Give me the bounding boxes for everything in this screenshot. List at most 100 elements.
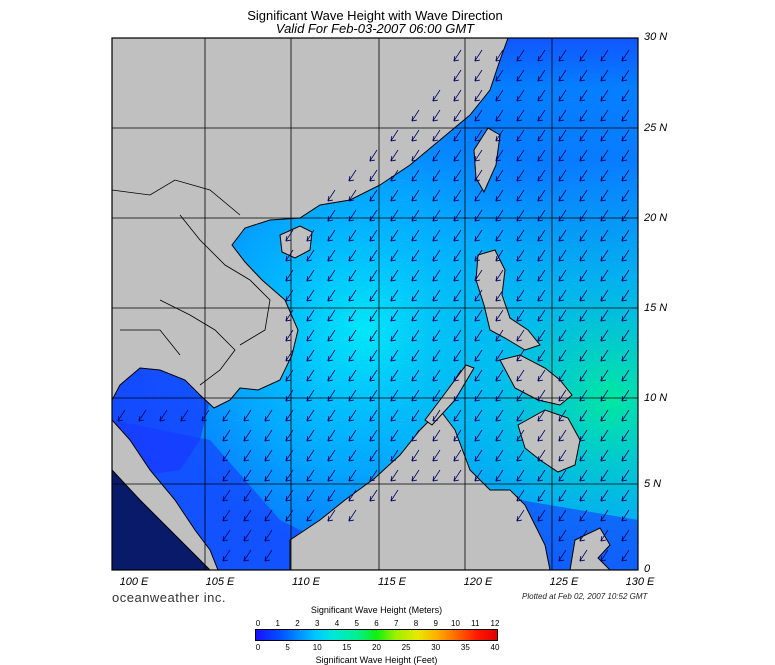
- wave-arrow: [264, 509, 273, 522]
- wave-arrow: [474, 149, 483, 162]
- wave-arrow: [348, 309, 357, 322]
- wave-arrow: [621, 449, 630, 462]
- wave-arrow: [537, 449, 546, 462]
- wave-arrow: [495, 89, 504, 102]
- wave-arrow: [369, 169, 378, 182]
- wave-arrow: [600, 289, 609, 302]
- wave-arrow: [537, 409, 546, 422]
- wave-arrow: [579, 169, 588, 182]
- wave-arrow: [306, 369, 315, 382]
- wave-arrow: [453, 249, 462, 262]
- wave-arrow: [474, 69, 483, 82]
- wave-arrow: [474, 349, 483, 362]
- wave-arrow: [495, 69, 504, 82]
- wave-arrow: [243, 549, 252, 562]
- wave-arrow: [600, 69, 609, 82]
- wave-arrow: [537, 209, 546, 222]
- wave-arrow: [621, 329, 630, 342]
- wave-arrow: [600, 529, 609, 542]
- wave-arrow: [579, 469, 588, 482]
- wave-arrow: [621, 549, 630, 562]
- wave-arrow: [453, 109, 462, 122]
- wave-arrow: [474, 309, 483, 322]
- wave-arrow: [474, 129, 483, 142]
- land-palawan: [424, 364, 475, 426]
- wave-arrow: [579, 269, 588, 282]
- wave-arrow: [369, 309, 378, 322]
- wave-arrow: [243, 509, 252, 522]
- wave-arrow: [621, 489, 630, 502]
- wave-arrow: [432, 409, 441, 422]
- wave-arrow: [516, 469, 525, 482]
- wave-arrow: [453, 149, 462, 162]
- wave-arrow: [348, 169, 357, 182]
- wave-arrow: [432, 109, 441, 122]
- wave-arrow: [495, 269, 504, 282]
- wave-arrow: [369, 189, 378, 202]
- wave-arrow: [411, 249, 420, 262]
- wave-arrow: [495, 389, 504, 402]
- wave-arrow: [516, 349, 525, 362]
- wave-arrow: [600, 309, 609, 322]
- scale-meters-tick: 0: [255, 619, 261, 628]
- wave-arrow: [537, 469, 546, 482]
- wave-arrow: [516, 249, 525, 262]
- wave-arrow: [474, 289, 483, 302]
- wave-height-map: [111, 37, 639, 571]
- wave-arrow: [537, 369, 546, 382]
- wave-arrow: [117, 409, 126, 422]
- wave-arrow: [516, 169, 525, 182]
- wave-arrow: [600, 249, 609, 262]
- lat-label-30n: 30 N: [644, 31, 668, 43]
- wave-arrow: [516, 329, 525, 342]
- wave-arrow: [243, 469, 252, 482]
- wave-arrow: [474, 269, 483, 282]
- wave-arrow: [453, 129, 462, 142]
- wave-arrow: [537, 89, 546, 102]
- scale-meters-tick: 3: [315, 619, 320, 628]
- wave-arrow: [306, 409, 315, 422]
- wave-arrow: [495, 409, 504, 422]
- wave-arrow: [516, 229, 525, 242]
- wave-arrow: [411, 329, 420, 342]
- wave-arrow: [285, 509, 294, 522]
- wave-arrow: [222, 449, 231, 462]
- wave-arrow: [432, 209, 441, 222]
- wave-arrow: [579, 349, 588, 362]
- wave-arrow: [516, 89, 525, 102]
- wave-arrow: [537, 389, 546, 402]
- wave-arrow: [558, 309, 567, 322]
- wave-arrow: [579, 229, 588, 242]
- wave-arrow: [327, 389, 336, 402]
- wave-arrow: [621, 49, 630, 62]
- wave-arrow: [390, 269, 399, 282]
- wave-height-colorbar: [255, 629, 498, 641]
- wave-arrow: [285, 349, 294, 362]
- wave-arrow: [537, 429, 546, 442]
- wave-arrow: [306, 329, 315, 342]
- wave-arrow: [579, 69, 588, 82]
- wave-arrow: [558, 129, 567, 142]
- wave-arrow: [306, 449, 315, 462]
- lon-label-110e: 110 E: [292, 576, 320, 588]
- scale-meters-tick: 7: [394, 619, 399, 628]
- wave-arrow: [495, 289, 504, 302]
- wave-arrow: [495, 229, 504, 242]
- wave-arrow: [474, 469, 483, 482]
- wave-arrow: [390, 409, 399, 422]
- wave-arrow: [369, 409, 378, 422]
- scale-meters-tick: 10: [451, 619, 460, 628]
- wave-arrow: [579, 549, 588, 562]
- wave-arrow: [369, 209, 378, 222]
- wave-arrow: [621, 129, 630, 142]
- wave-arrow: [264, 409, 273, 422]
- wave-arrow: [306, 269, 315, 282]
- wave-arrow: [348, 449, 357, 462]
- wave-arrow: [432, 249, 441, 262]
- wave-arrow: [327, 449, 336, 462]
- wave-arrow: [537, 69, 546, 82]
- wave-arrow: [390, 129, 399, 142]
- wave-arrow: [243, 529, 252, 542]
- wave-arrow: [369, 249, 378, 262]
- wave-arrow: [411, 309, 420, 322]
